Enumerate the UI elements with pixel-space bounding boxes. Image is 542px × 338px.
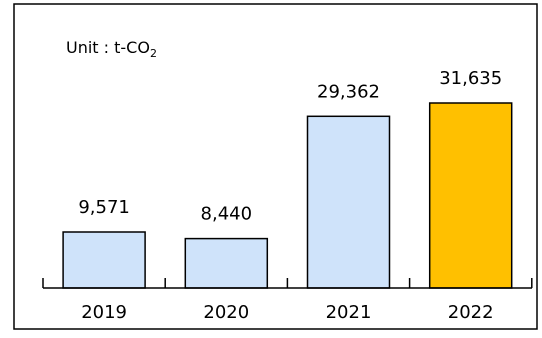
x-tick-label-2019: 2019	[81, 302, 127, 323]
unit-label-prefix: Unit : t-CO	[66, 38, 150, 57]
bar-2020	[184, 237, 269, 289]
x-tick-label-2022: 2022	[448, 302, 494, 323]
bar-2022	[428, 102, 513, 289]
bar-2019	[62, 231, 146, 289]
x-tick-label-2021: 2021	[326, 302, 372, 323]
bars-group	[62, 102, 513, 289]
value-label-2022: 31,635	[439, 68, 502, 89]
value-labels-group: 9,571 8,440 29,362 31,635	[78, 68, 502, 225]
unit-label-subscript: 2	[150, 47, 157, 60]
value-label-2019: 9,571	[78, 197, 130, 218]
bar-2021	[306, 115, 391, 289]
x-labels-group: 2019 2020 2021 2022	[81, 302, 493, 323]
x-ticks-group	[42, 278, 533, 288]
value-label-2021: 29,362	[317, 81, 380, 102]
value-label-2020: 8,440	[201, 204, 253, 225]
x-tick-label-2020: 2020	[203, 302, 249, 323]
unit-label: Unit : t-CO2	[66, 38, 157, 60]
